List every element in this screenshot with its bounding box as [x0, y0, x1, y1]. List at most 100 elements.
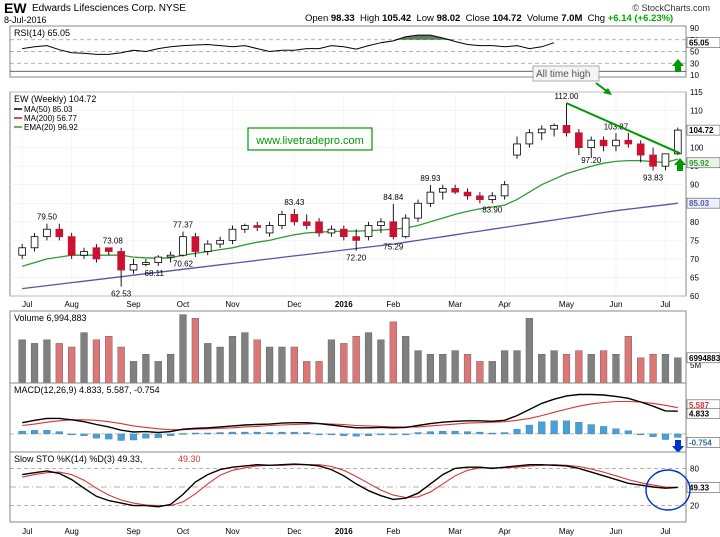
candle-body: [389, 221, 398, 238]
macd-hist-tag: -0.754: [689, 438, 712, 447]
candle-body: [476, 195, 484, 200]
volume-bar: [587, 354, 595, 384]
macd-histogram-bar: [154, 433, 162, 438]
close-value: 104.72: [492, 13, 522, 24]
candle-body: [537, 128, 546, 134]
candle-body: [463, 191, 472, 197]
price-tick-label: 60: [690, 292, 699, 301]
volume-bar: [303, 361, 311, 384]
macd-histogram-bar: [476, 431, 484, 435]
price-tick-label: 110: [690, 107, 703, 116]
volume-label: Volume: [526, 13, 559, 24]
macd-histogram-bar: [80, 433, 88, 436]
candle-body: [142, 262, 150, 265]
watermark-text: www.livetradepro.com: [255, 135, 364, 147]
price-annotation: 73.08: [103, 236, 124, 245]
volume-bar: [599, 350, 608, 384]
candle-body: [426, 191, 435, 204]
candle-body: [104, 247, 113, 252]
volume-bar: [463, 354, 472, 384]
price-annotation: 75.29: [383, 242, 404, 251]
volume-bar: [253, 339, 261, 384]
price-last-tag: 104.72: [689, 126, 714, 135]
candle-body: [265, 225, 274, 234]
candle-body: [18, 247, 26, 256]
volume-title: Volume 6,994,883: [14, 313, 87, 323]
candle-body: [166, 254, 175, 258]
rsi-title: RSI(14) 65.05: [14, 28, 70, 38]
price-tick-label: 115: [690, 88, 703, 97]
candle-body: [513, 143, 521, 156]
rsi-up-arrow: [672, 59, 684, 72]
sto-x-tick-label: Jul: [22, 527, 32, 536]
macd-histogram-bar: [278, 431, 286, 435]
volume-bar: [364, 332, 373, 384]
macd-histogram-bar: [253, 431, 261, 435]
candle-body: [67, 236, 76, 256]
volume-bar: [68, 346, 76, 384]
rsi-tick-label: 30: [690, 59, 699, 68]
price-annotation: 68.11: [145, 269, 165, 278]
candle-body: [438, 188, 447, 193]
macd-histogram-bar: [525, 424, 533, 435]
ath-callout: All time high: [536, 69, 590, 80]
macd-histogram-bar: [600, 426, 608, 435]
macd-line-tag: 4.833: [689, 409, 710, 418]
low-value: 98.02: [436, 13, 461, 24]
macd-histogram-bar: [426, 431, 434, 435]
volume-bar: [80, 332, 88, 384]
volume-bar: [228, 336, 237, 384]
price-x-tick-label: Nov: [225, 300, 239, 309]
macd-histogram-bar: [637, 433, 645, 436]
candle-body: [179, 236, 187, 256]
rsi-tick-label: 50: [690, 48, 699, 57]
price-x-tick-label: Mar: [448, 300, 462, 309]
price-annotation: 62.53: [111, 290, 132, 299]
macd-histogram-bar: [488, 432, 496, 435]
ma50-last-tag-box: [686, 197, 720, 209]
price-annotation: 112.00: [555, 92, 579, 101]
volume-bar: [18, 339, 26, 384]
volume-bar: [538, 354, 546, 384]
candle-body: [636, 143, 645, 156]
macd-histogram-bar: [266, 432, 274, 435]
volume-bar: [389, 321, 397, 384]
ma50-line: [22, 202, 678, 290]
candle-body: [30, 236, 39, 249]
ema20-last-tag-box: [686, 157, 720, 169]
macd-histogram-bar: [68, 433, 76, 436]
chg-label: Chg: [587, 13, 606, 24]
volume-bar: [525, 318, 533, 384]
symbol-label: EW: [4, 0, 27, 16]
volume-bar: [637, 357, 645, 384]
sto-last-tag-box: [686, 482, 720, 493]
macd-histogram-bar: [290, 431, 298, 435]
volume-bar: [117, 346, 125, 384]
volume-bar: [562, 354, 571, 384]
watermark-box: [247, 127, 373, 151]
candle-body: [340, 228, 348, 238]
volume-bar: [204, 343, 212, 384]
macd-histogram-bar: [92, 433, 100, 439]
rsi-last-tag: 65.05: [689, 39, 710, 48]
volume-bar: [513, 350, 521, 384]
macd-histogram-bar: [550, 420, 558, 435]
sto-x-tick-label: Jul: [660, 527, 670, 536]
macd-histogram-bar: [204, 432, 212, 435]
macd-histogram-bar: [513, 429, 521, 435]
macd-histogram-bar: [463, 431, 472, 435]
macd-histogram-bar: [241, 431, 249, 435]
macd-histogram-bar: [538, 421, 546, 435]
candle-body: [80, 251, 88, 256]
ema20-last-tag: 95.92: [689, 159, 710, 168]
macd-histogram-bar: [55, 431, 63, 435]
macd-histogram-bar: [377, 433, 385, 436]
price-annotation: 77.37: [173, 221, 194, 230]
volume-last-tag: 6994883: [689, 354, 720, 363]
volume-bar: [179, 314, 187, 384]
macd-histogram-bar: [587, 424, 595, 435]
volume-bar: [43, 339, 51, 384]
volume-bar: [674, 357, 682, 384]
candle-body: [302, 221, 311, 226]
macd-title: MACD(12,26,9) 4.833, 5.587, -0.754: [14, 385, 160, 395]
